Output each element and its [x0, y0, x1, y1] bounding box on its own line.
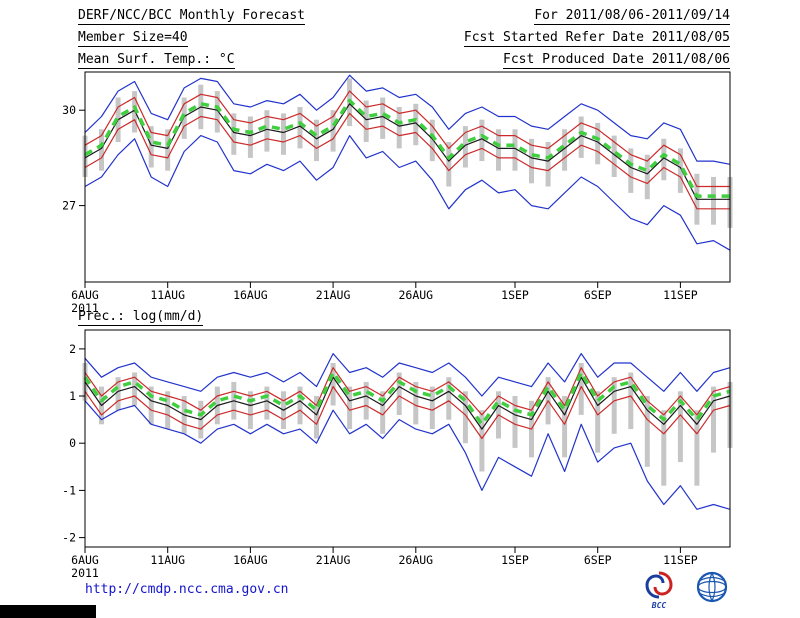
svg-text:11AUG: 11AUG	[150, 553, 185, 567]
svg-text:6AUG: 6AUG	[71, 288, 99, 302]
bcc-logo-label: BCC	[651, 601, 667, 610]
svg-text:16AUG: 16AUG	[233, 288, 268, 302]
svg-text:-1: -1	[62, 483, 76, 497]
svg-text:11AUG: 11AUG	[150, 288, 185, 302]
cma-logo	[692, 570, 738, 612]
cma-globe-icon	[696, 571, 728, 603]
svg-text:2: 2	[69, 342, 76, 356]
member-size-label: Member Size=40	[78, 30, 188, 47]
svg-text:-2: -2	[62, 531, 76, 545]
source-url-link[interactable]: http://cmdp.ncc.cma.gov.cn	[85, 582, 289, 597]
svg-text:11SEP: 11SEP	[663, 553, 698, 567]
svg-text:21AUG: 21AUG	[316, 553, 351, 567]
temp-chart-label: Mean Surf. Temp.: °C	[78, 52, 235, 69]
svg-text:27: 27	[62, 199, 76, 213]
svg-text:11SEP: 11SEP	[663, 288, 698, 302]
svg-text:16AUG: 16AUG	[233, 553, 268, 567]
precip-chart-label: Prec.: log(mm/d)	[78, 309, 204, 326]
svg-text:2011: 2011	[71, 301, 99, 312]
svg-text:6SEP: 6SEP	[584, 553, 612, 567]
svg-text:0: 0	[69, 436, 76, 450]
svg-text:21AUG: 21AUG	[316, 288, 351, 302]
header-left: DERF/NCC/BCC Monthly Forecast Member Siz…	[78, 8, 305, 74]
svg-text:6SEP: 6SEP	[584, 288, 612, 302]
svg-text:1SEP: 1SEP	[501, 553, 529, 567]
svg-text:30: 30	[62, 103, 76, 117]
bcc-logo: BCC	[638, 570, 680, 612]
svg-text:26AUG: 26AUG	[398, 553, 433, 567]
header-right: For 2011/08/06-2011/09/14 Fcst Started R…	[463, 8, 730, 74]
fcst-start-date-label: Fcst Started Refer Date 2011/08/05	[463, 30, 730, 47]
page-title: DERF/NCC/BCC Monthly Forecast	[78, 8, 305, 25]
svg-text:2011: 2011	[71, 566, 99, 577]
bcc-swirl-icon	[645, 571, 673, 599]
svg-text:1: 1	[69, 389, 76, 403]
forecast-range-label: For 2011/08/06-2011/09/14	[534, 8, 730, 25]
fcst-produced-date-label: Fcst Produced Date 2011/08/06	[503, 52, 730, 69]
svg-text:6AUG: 6AUG	[71, 553, 99, 567]
grads-credit-bar: GrADS: COLA/IGES	[0, 605, 96, 618]
svg-text:1SEP: 1SEP	[501, 288, 529, 302]
svg-text:26AUG: 26AUG	[398, 288, 433, 302]
